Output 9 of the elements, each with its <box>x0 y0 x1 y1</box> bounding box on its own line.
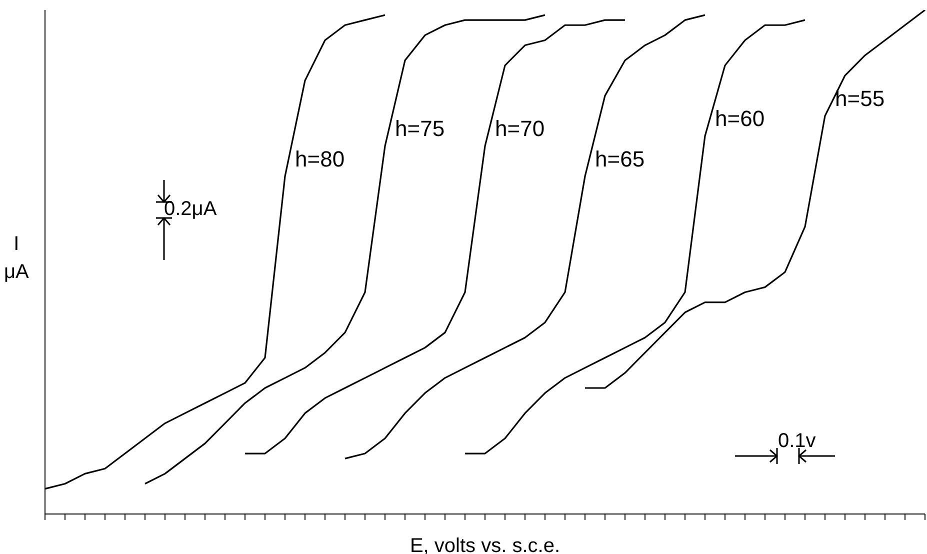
annotation: 0.2μA <box>164 198 217 221</box>
series-label: h=65 <box>595 146 645 172</box>
series-label: h=60 <box>715 106 765 131</box>
series-label: h=80 <box>295 146 345 172</box>
series-label: h=55 <box>835 86 885 111</box>
series-label: h=75 <box>395 116 445 142</box>
series-label: h=70 <box>495 116 545 142</box>
y-axis-title: I μA <box>4 232 29 285</box>
annotation: 0.1v <box>778 430 816 453</box>
